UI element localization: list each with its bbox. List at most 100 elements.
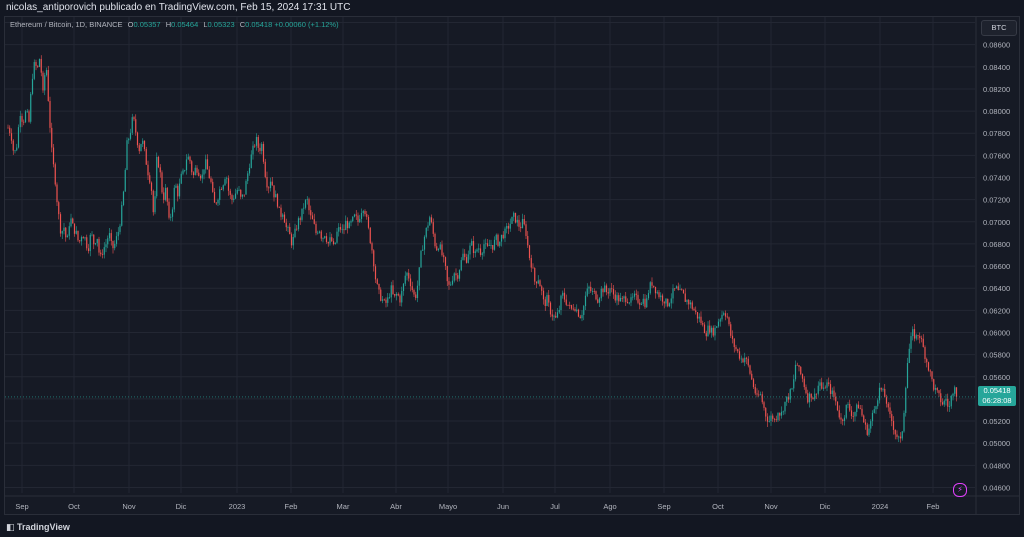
- candle-body: [698, 316, 700, 319]
- candle-body: [709, 325, 711, 333]
- candle-body: [467, 254, 469, 263]
- candle-body: [702, 323, 704, 325]
- candle-body: [100, 252, 102, 255]
- candle-body: [210, 178, 212, 182]
- candle-body: [136, 132, 139, 146]
- candle-body: [388, 297, 391, 299]
- candle-body: [429, 217, 431, 226]
- candle-body: [719, 319, 721, 322]
- candle-body: [786, 396, 788, 402]
- candle-body: [262, 143, 265, 162]
- y-tick-label: 0.06400: [983, 284, 1010, 293]
- candle-body: [51, 127, 53, 148]
- tradingview-logo[interactable]: ◧ TradingView: [6, 522, 70, 532]
- candle-body: [929, 370, 931, 372]
- candle-body: [632, 296, 634, 298]
- candle-body: [345, 220, 347, 231]
- symbol-name: Ethereum / Bitcoin, 1D, BINANCE: [10, 20, 123, 29]
- candle-body: [163, 192, 165, 200]
- candle-body: [532, 267, 534, 269]
- candle-body: [192, 172, 195, 176]
- candle-body: [772, 415, 774, 419]
- candle-body: [339, 227, 342, 230]
- candle-body: [492, 245, 494, 250]
- candle-body: [870, 421, 872, 429]
- candle-body: [149, 175, 151, 183]
- candle-body: [318, 231, 321, 233]
- candle-body: [618, 295, 620, 302]
- candle-body: [161, 172, 163, 193]
- candle-body: [586, 288, 588, 296]
- candle-body: [310, 210, 312, 216]
- y-tick-label: 0.08600: [983, 41, 1010, 50]
- candle-body: [474, 251, 476, 253]
- candle-body: [66, 235, 69, 238]
- candle-body: [821, 382, 823, 389]
- candle-body: [616, 295, 618, 301]
- candle-body: [663, 301, 665, 304]
- low-value: 0.05323: [207, 20, 235, 29]
- candle-body: [817, 385, 819, 394]
- chart-panel[interactable]: [4, 16, 1020, 515]
- candle-body: [654, 286, 657, 294]
- currency-button[interactable]: BTC: [981, 20, 1017, 36]
- candle-body: [458, 270, 461, 279]
- candle-body: [516, 219, 518, 223]
- y-tick-label: 0.06000: [983, 328, 1010, 337]
- candle-body: [455, 273, 457, 276]
- candle-body: [261, 143, 263, 151]
- candle-body: [476, 249, 478, 252]
- candle-body: [913, 329, 916, 339]
- candle-body: [226, 178, 228, 180]
- candle-body: [647, 293, 650, 299]
- candle-body: [297, 218, 300, 230]
- candle-body: [26, 111, 28, 113]
- candle-body: [402, 283, 405, 291]
- lightning-icon[interactable]: ⚡: [953, 483, 967, 497]
- candle-body: [52, 147, 55, 165]
- candle-body: [623, 296, 625, 299]
- x-tick-label: Sep: [15, 502, 28, 511]
- y-tick-label: 0.06800: [983, 240, 1010, 249]
- candle-body: [203, 169, 205, 175]
- candle-body: [493, 239, 496, 250]
- candle-body: [793, 379, 795, 389]
- candle-body: [915, 335, 917, 339]
- x-tick-label: Mar: [337, 502, 350, 511]
- candle-body: [38, 58, 41, 67]
- brand-name: TradingView: [17, 522, 70, 532]
- candle-body: [826, 382, 828, 388]
- candle-body: [478, 248, 480, 250]
- candle-body: [796, 364, 798, 366]
- candle-body: [513, 212, 515, 217]
- candle-body: [96, 238, 98, 244]
- candle-body: [257, 137, 259, 148]
- candle-body: [815, 393, 818, 395]
- bar-countdown: 06:28:08: [982, 396, 1012, 405]
- candle-body: [112, 240, 114, 249]
- candle-body: [292, 237, 294, 246]
- candle-body: [926, 359, 928, 363]
- candle-body: [460, 260, 462, 271]
- candle-body: [250, 154, 252, 168]
- candle-body: [355, 214, 357, 216]
- candle-body: [138, 145, 140, 152]
- candle-body: [901, 431, 903, 439]
- candle-body: [427, 225, 429, 228]
- x-tick-label: 2024: [872, 502, 889, 511]
- candle-body: [31, 78, 34, 94]
- candle-body: [933, 379, 935, 390]
- candle-body: [381, 299, 384, 301]
- candle-body: [700, 316, 702, 324]
- candle-body: [910, 336, 912, 349]
- candle-body: [327, 241, 329, 244]
- candle-body: [829, 384, 832, 394]
- candle-body: [150, 182, 153, 191]
- candle-body: [332, 241, 335, 244]
- candle-body: [759, 394, 762, 396]
- candle-body: [924, 347, 926, 360]
- candle-body: [593, 291, 595, 292]
- candle-body: [906, 363, 909, 388]
- candle-body: [58, 202, 60, 215]
